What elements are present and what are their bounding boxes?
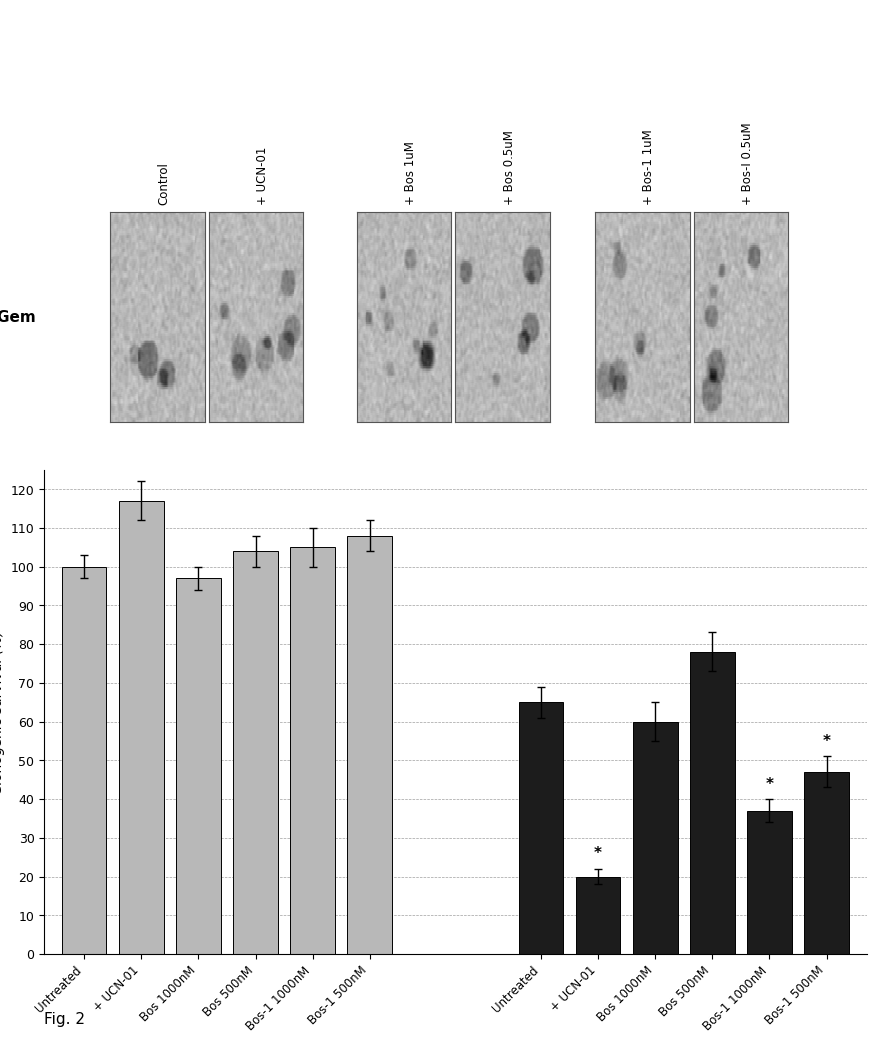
Bar <box>804 772 849 954</box>
Text: + UCN-01: + UCN-01 <box>255 146 269 204</box>
Y-axis label: Clonogenic survival (%): Clonogenic survival (%) <box>0 630 5 794</box>
Text: *: * <box>766 777 774 791</box>
Text: Fig. 2: Fig. 2 <box>44 1012 85 1027</box>
Text: *: * <box>822 734 830 749</box>
Bar <box>233 552 278 954</box>
Text: + Bos-1 1uM: + Bos-1 1uM <box>643 129 655 204</box>
Bar <box>575 876 621 954</box>
Text: + Gem: + Gem <box>0 310 36 325</box>
Bar <box>62 567 106 954</box>
Bar <box>290 548 335 954</box>
Text: + Bos-I 0.5uM: + Bos-I 0.5uM <box>741 122 754 204</box>
Text: + Bos 0.5uM: + Bos 0.5uM <box>502 130 515 204</box>
Text: Control: Control <box>157 162 171 204</box>
Bar <box>119 501 164 954</box>
Text: *: * <box>594 846 602 861</box>
Bar <box>176 579 221 954</box>
Bar <box>747 811 791 954</box>
Bar <box>633 722 677 954</box>
Text: + Bos 1uM: + Bos 1uM <box>404 141 417 204</box>
Bar <box>519 702 563 954</box>
Bar <box>347 536 392 954</box>
Bar <box>690 652 735 954</box>
